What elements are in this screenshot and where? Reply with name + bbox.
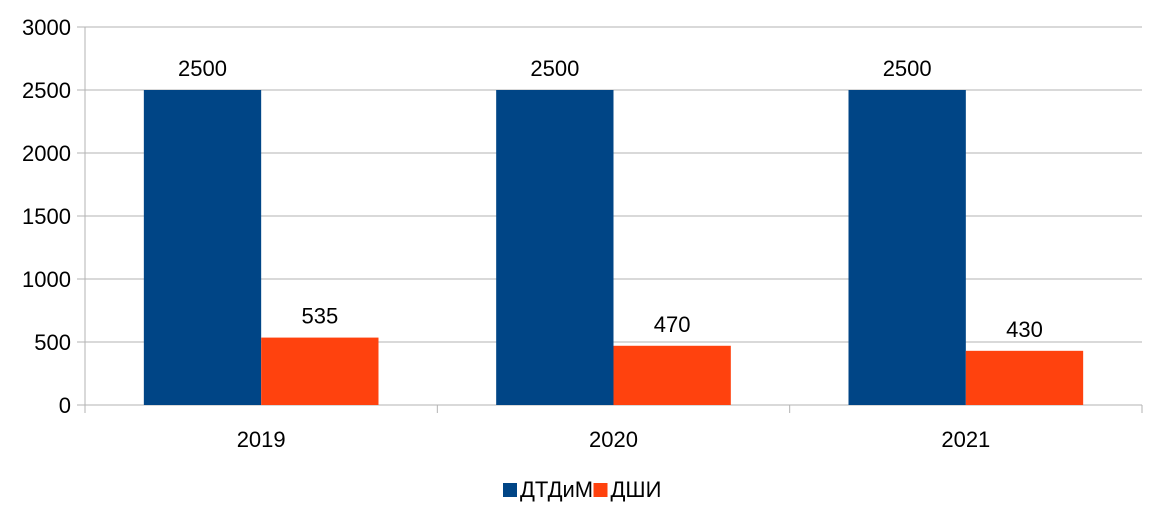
bars [143, 90, 1084, 405]
y-tick-label: 2500 [22, 78, 71, 103]
legend-label: ДТДиМ [520, 477, 593, 502]
x-axis: 2019 2020 2021 [84, 404, 1143, 452]
y-axis: 0 500 1000 1500 2000 2500 3000 [22, 15, 86, 418]
data-label: 470 [654, 312, 691, 337]
data-label: 2500 [530, 56, 579, 81]
legend-swatch [503, 483, 517, 497]
data-label: 2500 [883, 56, 932, 81]
legend-label: ДШИ [611, 477, 662, 502]
bar-ДТДиМ-2020 [496, 90, 614, 405]
legend: ДТДиМ ДШИ [503, 477, 661, 502]
data-label: 535 [301, 304, 338, 329]
y-tick-label: 1500 [22, 204, 71, 229]
bar-ДШИ-2020 [613, 345, 731, 405]
y-tick-label: 0 [59, 393, 71, 418]
x-tick-label: 2021 [941, 427, 990, 452]
bar-ДТДиМ-2019 [143, 90, 262, 405]
bar-ДШИ-2019 [261, 337, 379, 405]
y-tick-label: 1000 [22, 267, 71, 292]
data-label: 2500 [178, 56, 227, 81]
y-tick-label: 2000 [22, 141, 71, 166]
x-tick-label: 2020 [589, 427, 638, 452]
data-label: 430 [1006, 317, 1043, 342]
y-tick-label: 3000 [22, 15, 71, 40]
bar-ДТДиМ-2021 [848, 90, 966, 405]
data-labels: 2500 2500 2500 535 470 430 [178, 56, 1043, 342]
bar-ДШИ-2021 [965, 350, 1084, 405]
x-tick-label: 2019 [237, 427, 286, 452]
legend-swatch [593, 483, 608, 497]
y-tick-label: 500 [34, 330, 71, 355]
